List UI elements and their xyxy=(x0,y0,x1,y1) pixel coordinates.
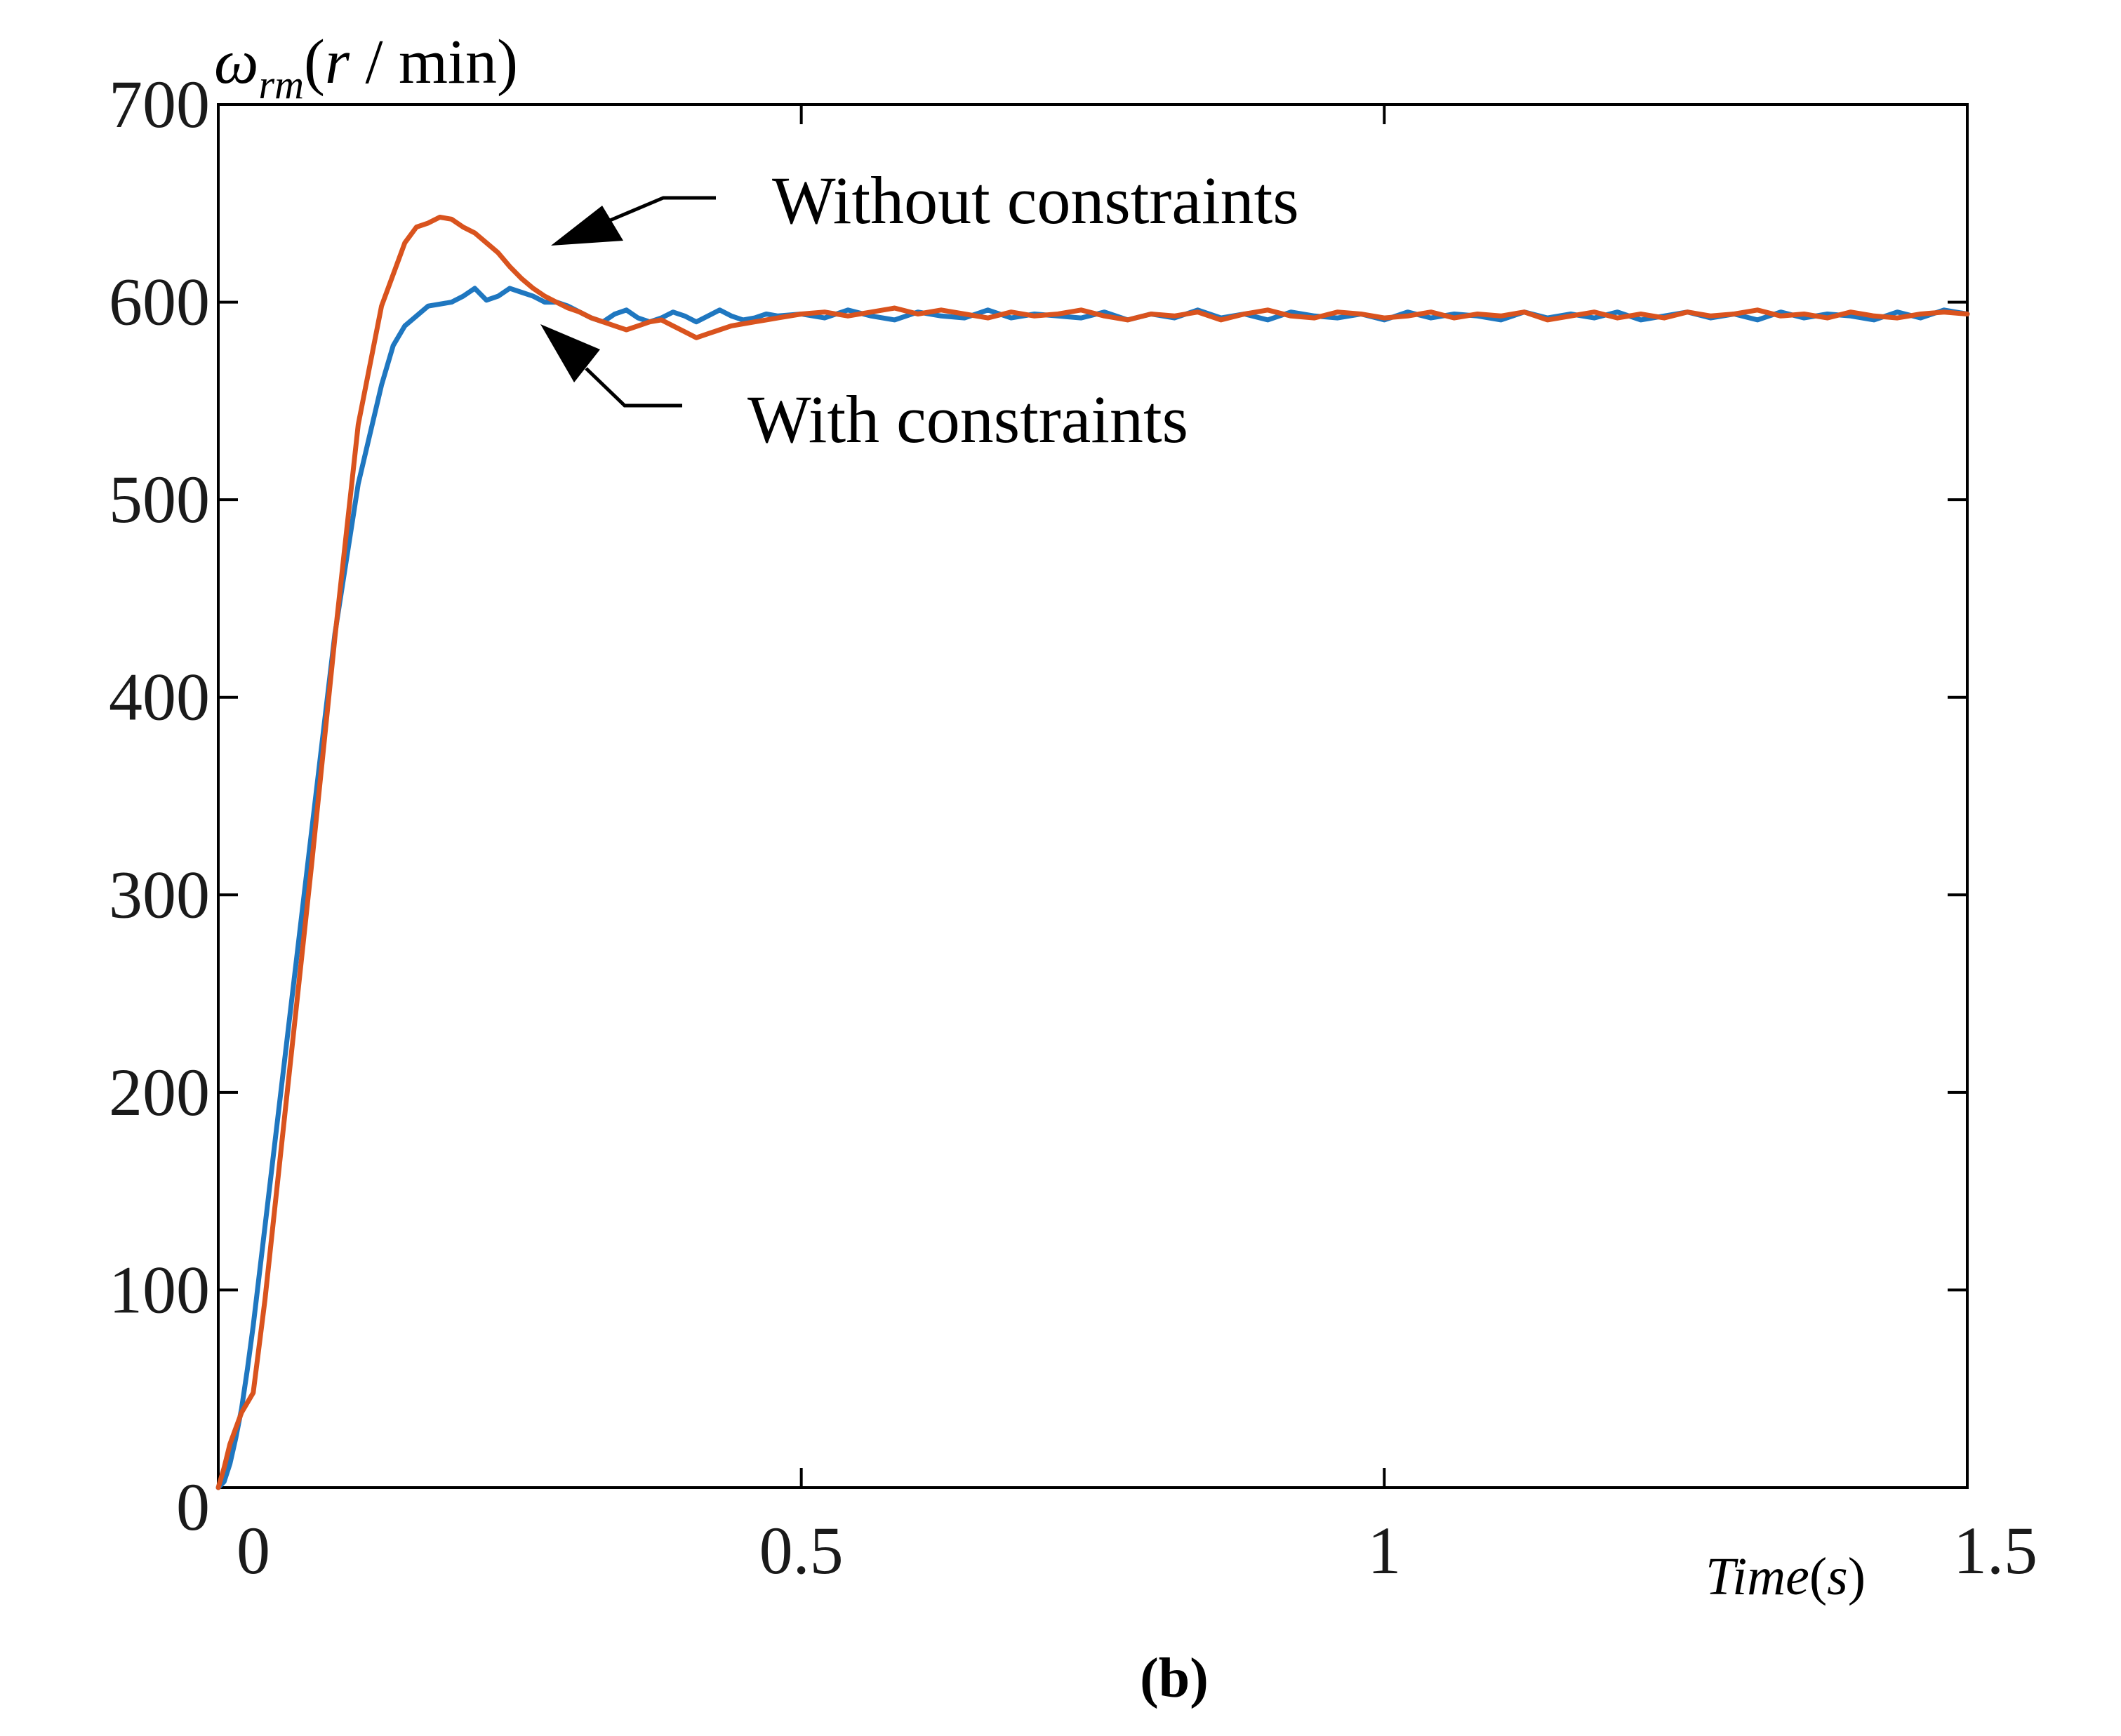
series-line-with-constraints xyxy=(215,286,1970,1490)
annotation-text-with: With constraints xyxy=(747,382,1188,457)
plot-frame xyxy=(217,103,1969,1489)
y-axis-unit: / min) xyxy=(350,27,518,97)
panel-caption: (b) xyxy=(1140,1648,1209,1709)
y-tick-label: 200 xyxy=(109,1055,210,1130)
y-axis-subscript: rm xyxy=(259,62,304,107)
y-axis-label: ωrm(r / min) xyxy=(214,27,518,107)
annotation-arrowhead-with xyxy=(540,324,600,382)
y-tick-label: 600 xyxy=(109,265,210,340)
series-layer xyxy=(215,215,1970,1490)
y-tick-label: 500 xyxy=(109,462,210,537)
x-tick-labels: 0 0.5 1 1.5 xyxy=(237,1513,2037,1588)
x-axis-open-paren: ( xyxy=(1809,1547,1827,1606)
annotation-with-constraints: With constraints xyxy=(540,324,1188,457)
x-axis-var: Time xyxy=(1706,1547,1809,1606)
annotation-arrowhead-without xyxy=(551,206,623,246)
y-tick-label: 700 xyxy=(109,67,210,142)
x-tick-label: 1.5 xyxy=(1953,1513,2037,1588)
x-axis-close-paren: ) xyxy=(1848,1547,1866,1606)
x-tick-label: 0 xyxy=(237,1513,270,1588)
y-axis-symbol: ω xyxy=(214,27,259,97)
y-tick-label: 300 xyxy=(109,857,210,932)
y-tick-label: 0 xyxy=(176,1469,210,1544)
x-tick-label: 0.5 xyxy=(759,1513,844,1588)
annotation-leader-with xyxy=(585,367,682,408)
y-tick-label: 400 xyxy=(109,660,210,735)
x-tick-label: 1 xyxy=(1367,1513,1401,1588)
y-axis-open-paren: ( xyxy=(304,27,325,97)
annotation-leader-without xyxy=(599,196,716,227)
y-tick-labels: 0 100 200 300 400 500 600 700 xyxy=(109,67,210,1544)
annotation-text-without: Without constraints xyxy=(772,163,1299,238)
x-axis-label: Time(s) xyxy=(1706,1547,1866,1606)
annotation-without-constraints: Without constraints xyxy=(551,163,1299,246)
y-tick-label: 100 xyxy=(109,1252,210,1327)
y-axis-var: r xyxy=(325,27,350,97)
x-axis-unit: s xyxy=(1827,1547,1848,1606)
series-line-without-constraints xyxy=(215,215,1970,1490)
